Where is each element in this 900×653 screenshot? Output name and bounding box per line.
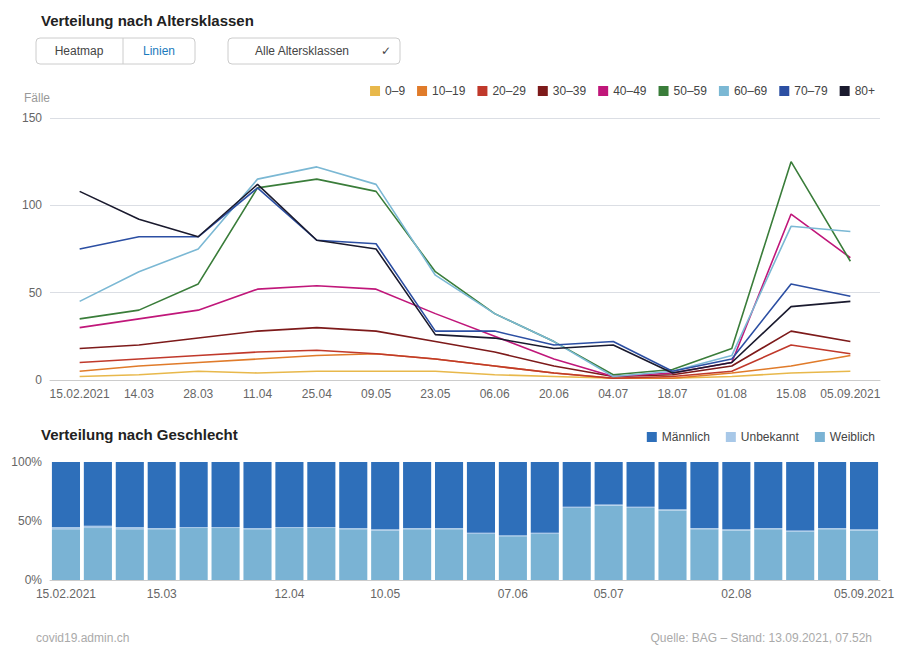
svg-text:15.02.2021: 15.02.2021 (36, 587, 96, 601)
svg-text:covid19.admin.ch: covid19.admin.ch (36, 631, 129, 645)
svg-text:07.06: 07.06 (498, 587, 528, 601)
svg-text:28.03: 28.03 (183, 387, 213, 401)
svg-text:20.06: 20.06 (539, 387, 569, 401)
svg-text:✓: ✓ (381, 44, 391, 58)
svg-text:01.08: 01.08 (717, 387, 747, 401)
svg-text:05.09.2021: 05.09.2021 (834, 587, 894, 601)
svg-text:23.05: 23.05 (420, 387, 450, 401)
svg-text:05.09.2021: 05.09.2021 (820, 387, 880, 401)
svg-text:80+: 80+ (855, 84, 875, 98)
svg-text:Heatmap: Heatmap (55, 44, 104, 58)
svg-text:Männlich: Männlich (662, 430, 710, 444)
svg-text:150: 150 (22, 111, 42, 125)
svg-text:Linien: Linien (143, 44, 175, 58)
svg-text:100: 100 (22, 198, 42, 212)
svg-text:15.08: 15.08 (776, 387, 806, 401)
svg-text:09.05: 09.05 (361, 387, 391, 401)
svg-text:Verteilung nach Geschlecht: Verteilung nach Geschlecht (41, 426, 238, 443)
svg-text:0: 0 (35, 373, 42, 387)
svg-text:18.07: 18.07 (657, 387, 687, 401)
svg-text:04.07: 04.07 (598, 387, 628, 401)
svg-text:20–29: 20–29 (492, 84, 526, 98)
svg-text:15.03: 15.03 (147, 587, 177, 601)
svg-text:100%: 100% (11, 455, 42, 469)
svg-text:10–19: 10–19 (432, 84, 466, 98)
svg-text:50: 50 (29, 286, 43, 300)
svg-text:70–79: 70–79 (794, 84, 828, 98)
svg-text:30–39: 30–39 (553, 84, 587, 98)
svg-text:25.04: 25.04 (302, 387, 332, 401)
svg-text:Quelle: BAG – Stand: 13.09.202: Quelle: BAG – Stand: 13.09.2021, 07.52h (651, 631, 873, 645)
svg-text:60–69: 60–69 (734, 84, 768, 98)
svg-text:50–59: 50–59 (674, 84, 708, 98)
svg-text:15.02.2021: 15.02.2021 (50, 387, 110, 401)
svg-text:Alle Altersklassen: Alle Altersklassen (255, 44, 349, 58)
svg-text:02.08: 02.08 (721, 587, 751, 601)
svg-text:Weiblich: Weiblich (830, 430, 875, 444)
svg-text:40–49: 40–49 (613, 84, 647, 98)
svg-text:0–9: 0–9 (385, 84, 405, 98)
svg-text:Verteilung nach Altersklassen: Verteilung nach Altersklassen (41, 12, 254, 29)
svg-text:50%: 50% (18, 514, 42, 528)
svg-text:05.07: 05.07 (594, 587, 624, 601)
svg-text:12.04: 12.04 (274, 587, 304, 601)
svg-text:Unbekannt: Unbekannt (741, 430, 800, 444)
svg-text:06.06: 06.06 (480, 387, 510, 401)
svg-text:11.04: 11.04 (243, 387, 272, 401)
svg-text:14.03: 14.03 (124, 387, 154, 401)
svg-text:10.05: 10.05 (370, 587, 400, 601)
svg-text:0%: 0% (25, 573, 43, 587)
svg-text:Fälle: Fälle (24, 91, 50, 105)
